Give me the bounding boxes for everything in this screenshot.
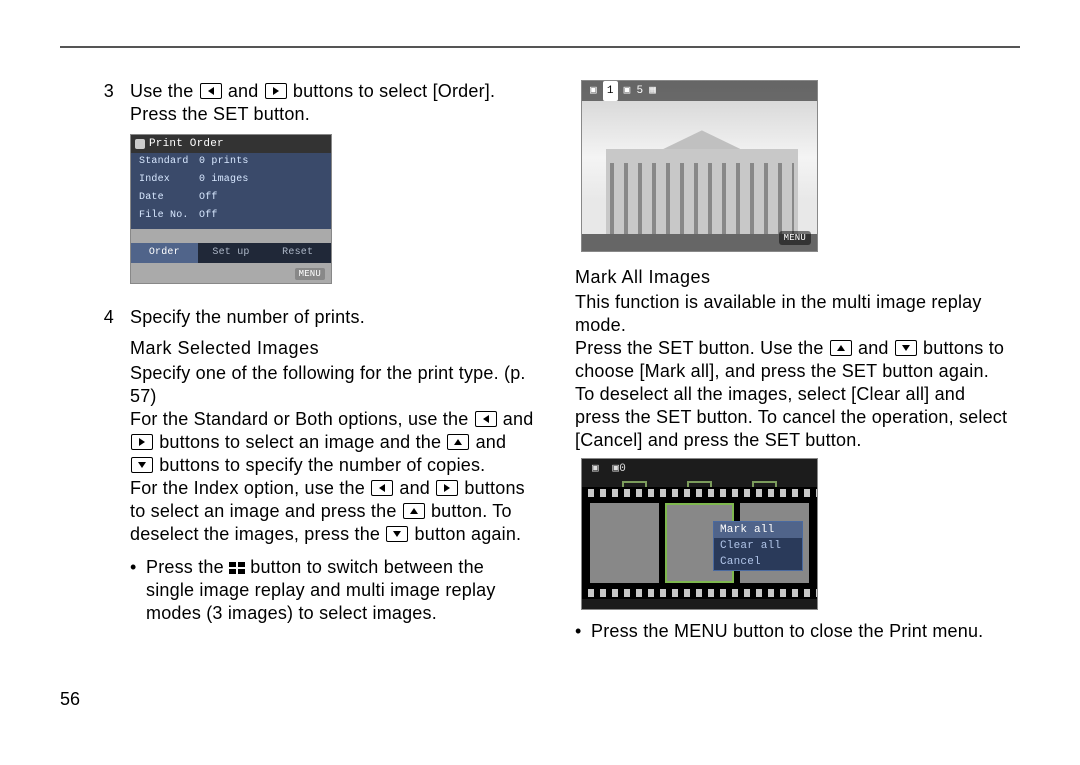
text: buttons to select an image and the <box>154 432 446 452</box>
left-column: 3 Use the and buttons to select [Order].… <box>100 80 535 715</box>
step-3: 3 Use the and buttons to select [Order].… <box>100 80 535 300</box>
text: For the Standard or Both options, use th… <box>130 409 474 429</box>
subheading-mark-all: Mark All Images <box>575 266 1010 289</box>
grid-icon: ▦ <box>649 81 656 101</box>
left-arrow-icon <box>200 83 222 99</box>
text: buttons to specify the number of copies. <box>154 455 485 475</box>
overlay-top: ▣ 1 ▣ 5 ▦ <box>582 81 817 101</box>
step-body: Specify the number of prints. Mark Selec… <box>130 306 535 625</box>
step-number: 4 <box>100 306 114 625</box>
film-perforation <box>582 489 817 497</box>
down-arrow-icon <box>386 526 408 542</box>
paragraph: Specify one of the following for the pri… <box>130 362 535 408</box>
paragraph: For the Index option, use the and button… <box>130 477 535 546</box>
overlay-count: 0 <box>619 463 626 475</box>
bullet: • Press the MENU button to close the Pri… <box>575 620 1010 643</box>
thumbnail <box>590 503 659 583</box>
bullet-text: Press the MENU button to close the Print… <box>591 620 983 643</box>
right-arrow-icon <box>265 83 287 99</box>
tab-reset: Reset <box>264 243 331 263</box>
opt-mark-all: Mark all <box>714 522 802 538</box>
paragraph: Press the SET button. Use the and button… <box>575 337 1010 383</box>
step-body: Use the and buttons to select [Order]. P… <box>130 80 535 300</box>
menu-title: Print Order <box>131 135 331 153</box>
multi-replay-icon <box>229 562 245 574</box>
overlay-count-1: 1 <box>603 81 618 101</box>
tab-order: Order <box>131 243 198 263</box>
tab-setup: Set up <box>198 243 265 263</box>
text: and <box>853 338 894 358</box>
right-arrow-icon <box>131 434 153 450</box>
menu-list: Standard0 prints Index0 images DateOff F… <box>131 153 331 229</box>
columns <box>610 163 793 234</box>
menu-badge: MENU <box>779 231 811 245</box>
down-arrow-icon <box>895 340 917 356</box>
text: Use the <box>130 81 199 101</box>
up-arrow-icon <box>447 434 469 450</box>
paragraph: To deselect all the images, select [Clea… <box>575 383 1010 452</box>
overlay-top: ▣ ▣0 <box>582 459 817 479</box>
right-column: ▣ 1 ▣ 5 ▦ MENU Mark All Images This func… <box>575 80 1010 715</box>
bullet-dot: • <box>130 556 138 625</box>
row-value: Off <box>199 189 323 207</box>
top-rule <box>60 46 1020 48</box>
row-label: Index <box>139 171 199 189</box>
bullet: • Press the button to switch between the… <box>130 556 535 625</box>
film-perforation <box>582 589 817 597</box>
step-4: 4 Specify the number of prints. Mark Sel… <box>100 306 535 625</box>
step-number: 3 <box>100 80 114 300</box>
left-arrow-icon <box>475 411 497 427</box>
text: and <box>228 81 264 101</box>
row-label: Date <box>139 189 199 207</box>
row-value: 0 images <box>199 171 323 189</box>
paragraph: For the Standard or Both options, use th… <box>130 408 535 477</box>
up-arrow-icon <box>403 503 425 519</box>
right-arrow-icon <box>436 480 458 496</box>
text: Press the <box>146 557 229 577</box>
text: For the Index option, use the <box>130 478 370 498</box>
menu-badge: MENU <box>295 268 325 280</box>
left-arrow-icon <box>371 480 393 496</box>
overlay-count-5: 5 <box>636 81 643 101</box>
page-columns: 3 Use the and buttons to select [Order].… <box>100 80 1010 715</box>
up-arrow-icon <box>830 340 852 356</box>
page-number: 56 <box>60 689 80 710</box>
text: Press the SET button. Use the <box>575 338 829 358</box>
text: and <box>498 409 534 429</box>
row-label: File No. <box>139 207 199 225</box>
menu-tabs: Order Set up Reset <box>131 243 331 263</box>
down-arrow-icon <box>131 457 153 473</box>
text: and <box>470 432 506 452</box>
print-icon: ▣ <box>590 81 597 101</box>
text: Specify the number of prints. <box>130 306 535 329</box>
row-value: Off <box>199 207 323 225</box>
opt-clear-all: Clear all <box>714 538 802 554</box>
opt-cancel: Cancel <box>714 554 802 570</box>
row-value: 0 prints <box>199 153 323 171</box>
mark-dialog: Mark all Clear all Cancel <box>713 521 803 571</box>
mark-all-screenshot: ▣ ▣0 Mark all Clear all Cancel <box>581 458 818 610</box>
building-photo-screenshot: ▣ 1 ▣ 5 ▦ MENU <box>581 80 818 252</box>
bullet-text: Press the button to switch between the s… <box>146 556 535 625</box>
text: and <box>394 478 435 498</box>
print-order-screenshot: Print Order Standard0 prints Index0 imag… <box>130 134 332 284</box>
text: button again. <box>409 524 521 544</box>
paragraph: This function is available in the multi … <box>575 291 1010 337</box>
index-icon: ▣ <box>624 81 631 101</box>
subheading-mark-selected: Mark Selected Images <box>130 337 535 360</box>
bullet-dot: • <box>575 620 583 643</box>
row-label: Standard <box>139 153 199 171</box>
